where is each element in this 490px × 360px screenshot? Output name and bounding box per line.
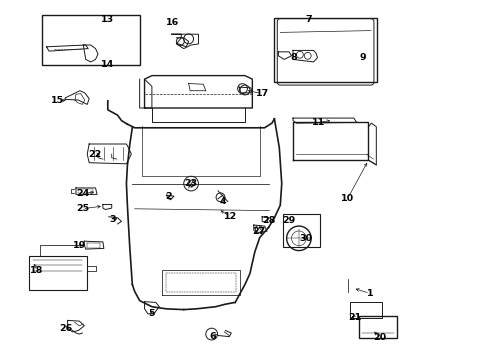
- Text: 6: 6: [210, 332, 217, 341]
- Text: 21: 21: [348, 313, 362, 322]
- Text: 7: 7: [305, 15, 312, 24]
- Text: 30: 30: [300, 234, 313, 243]
- Text: 29: 29: [282, 216, 296, 225]
- Text: 23: 23: [185, 179, 197, 188]
- Bar: [350, 302, 382, 318]
- Bar: [29, 256, 87, 290]
- Text: 18: 18: [30, 266, 44, 275]
- Bar: [42, 15, 140, 65]
- Text: 4: 4: [220, 197, 226, 206]
- Text: 1: 1: [367, 289, 373, 298]
- Text: 13: 13: [101, 15, 114, 24]
- Text: 20: 20: [373, 333, 386, 342]
- Text: 12: 12: [223, 212, 237, 221]
- Text: 27: 27: [252, 227, 266, 236]
- Text: 2: 2: [166, 192, 172, 201]
- Text: 28: 28: [262, 216, 275, 225]
- Text: 25: 25: [76, 204, 89, 213]
- Text: 10: 10: [342, 194, 354, 202]
- Text: 26: 26: [59, 324, 73, 333]
- Text: 24: 24: [76, 189, 90, 198]
- Text: 16: 16: [166, 18, 179, 27]
- Text: 14: 14: [101, 60, 115, 69]
- Text: 15: 15: [51, 96, 64, 105]
- Text: 19: 19: [73, 241, 87, 250]
- Text: 17: 17: [255, 89, 269, 98]
- Bar: [283, 214, 320, 247]
- Text: 8: 8: [291, 53, 297, 62]
- Text: 22: 22: [88, 150, 101, 158]
- Bar: [274, 18, 377, 82]
- Text: 5: 5: [148, 310, 155, 319]
- Text: 3: 3: [109, 215, 116, 224]
- Text: 9: 9: [359, 53, 366, 62]
- Bar: [359, 316, 397, 338]
- Text: 11: 11: [312, 118, 325, 127]
